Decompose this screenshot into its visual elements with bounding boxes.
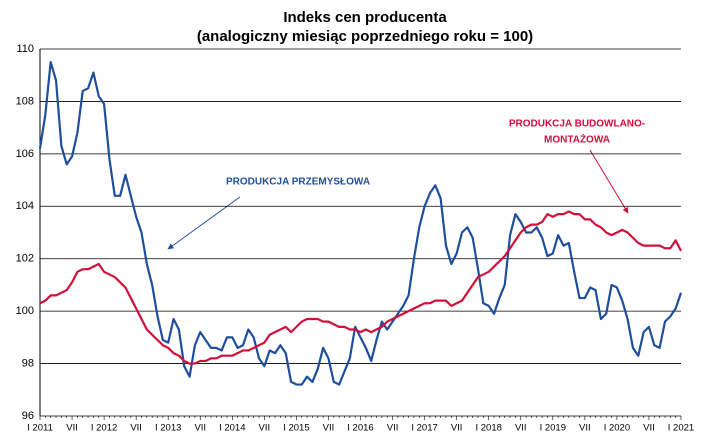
arrow: [167, 196, 241, 250]
y-tick-label: 106: [16, 148, 34, 160]
chart-title: Indeks cen producenta: [283, 9, 447, 26]
x-tick-label: VII: [515, 423, 527, 434]
x-tick-label: VII: [194, 423, 206, 434]
x-tick-label: I 2011: [27, 423, 53, 434]
x-tick-label: I 2020: [604, 423, 630, 434]
x-tick-label: I 2015: [283, 423, 309, 434]
x-tick-label: VII: [259, 423, 271, 434]
line-series: [38, 61, 683, 386]
y-tick-label: 102: [16, 253, 34, 265]
x-tick-label: I 2019: [540, 423, 566, 434]
line-series: [39, 210, 682, 365]
x-tick-label: VII: [579, 423, 591, 434]
y-tick-label: 96: [22, 410, 34, 422]
annotation: MONTAŻOWA: [544, 133, 610, 146]
annotation: PRODUKCJA PRZEMYSŁOWA: [226, 177, 370, 188]
x-tick-label: VII: [130, 423, 142, 434]
x-tick-label: I 2018: [475, 423, 501, 434]
y-tick-label: 98: [22, 357, 34, 369]
y-tick-label: 100: [16, 305, 34, 317]
x-tick-label: I 2021: [668, 423, 694, 434]
arrow: [589, 149, 629, 214]
y-tick-label: 110: [16, 43, 34, 55]
annotation: PRODUKCJA BUDOWLANO-: [509, 119, 645, 130]
y-tick-label: 108: [16, 95, 34, 107]
y-tick-label: 104: [16, 200, 34, 212]
x-tick-label: I 2017: [411, 423, 437, 434]
x-tick-label: VII: [387, 423, 399, 434]
chart-subtitle: (analogiczny miesiąc poprzedniego roku =…: [197, 28, 533, 45]
x-tick-label: I 2012: [91, 423, 117, 434]
x-tick-label: I 2013: [155, 423, 181, 434]
x-tick-label: VII: [66, 423, 78, 434]
x-tick-label: I 2016: [347, 423, 373, 434]
x-tick-label: VII: [643, 423, 655, 434]
x-tick-label: VII: [451, 423, 463, 434]
x-tick-label: VII: [323, 423, 335, 434]
x-tick-label: I 2014: [219, 423, 245, 434]
